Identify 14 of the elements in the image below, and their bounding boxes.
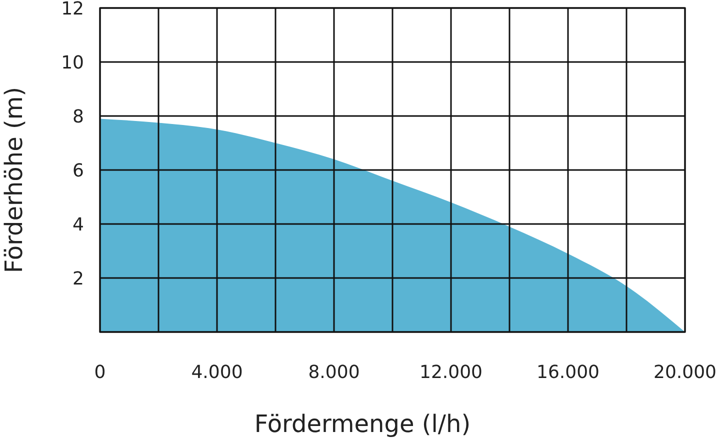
y-tick-label: 2 bbox=[72, 268, 84, 290]
x-axis-title: Fördermenge (l/h) bbox=[254, 410, 471, 438]
x-tick-label: 16.000 bbox=[536, 362, 600, 383]
y-tick-label: 4 bbox=[72, 214, 84, 236]
x-tick-label: 0 bbox=[94, 362, 106, 383]
x-tick-label: 20.000 bbox=[654, 362, 716, 383]
x-tick-label: 4.000 bbox=[191, 362, 243, 383]
y-tick-label: 8 bbox=[72, 106, 84, 128]
y-axis-title: Förderhöhe (m) bbox=[0, 86, 28, 274]
y-tick-label: 10 bbox=[61, 52, 84, 74]
x-tick-label: 8.000 bbox=[308, 362, 360, 383]
x-tick-label: 12.000 bbox=[420, 362, 482, 383]
y-tick-label: 12 bbox=[61, 0, 84, 20]
y-tick-label: 6 bbox=[72, 160, 84, 182]
